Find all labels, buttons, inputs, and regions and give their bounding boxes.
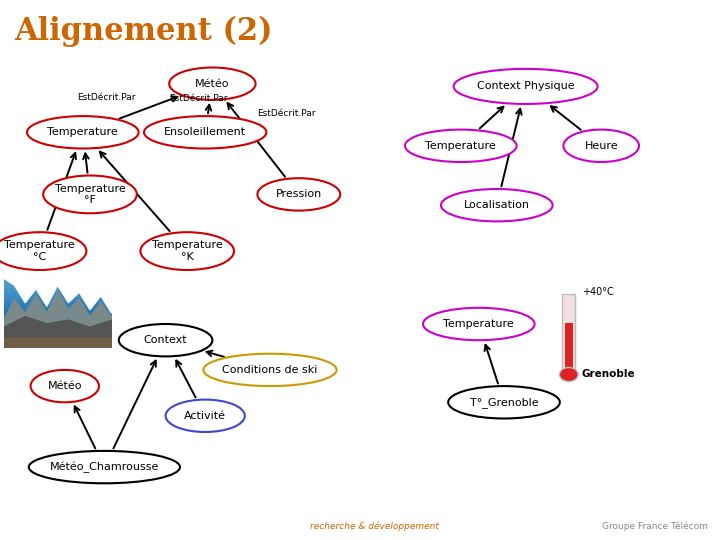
Circle shape [559, 367, 578, 381]
Ellipse shape [441, 189, 552, 221]
Text: Météo: Météo [48, 381, 82, 391]
Text: Grenoble: Grenoble [582, 369, 635, 380]
Ellipse shape [448, 386, 560, 418]
Text: Temperature: Temperature [48, 127, 118, 137]
Text: Temperature
°K: Temperature °K [152, 240, 222, 262]
Polygon shape [4, 292, 112, 348]
Ellipse shape [405, 130, 517, 162]
Text: Temperature
°C: Temperature °C [4, 240, 75, 262]
Text: Activité: Activité [184, 411, 226, 421]
Ellipse shape [144, 116, 266, 148]
Text: EstDécrit.Par: EstDécrit.Par [257, 109, 316, 118]
Text: Localisation: Localisation [464, 200, 530, 210]
Text: Temperature
°F: Temperature °F [55, 184, 125, 205]
Text: recherche & développement: recherche & développement [310, 522, 438, 531]
Polygon shape [4, 338, 112, 348]
Text: Conditions de ski: Conditions de ski [222, 365, 318, 375]
Ellipse shape [454, 69, 598, 104]
Polygon shape [4, 278, 112, 313]
Ellipse shape [140, 232, 234, 270]
Ellipse shape [29, 451, 180, 483]
Ellipse shape [204, 354, 337, 386]
Text: T°_Grenoble: T°_Grenoble [469, 397, 539, 408]
Ellipse shape [166, 400, 245, 432]
Ellipse shape [27, 116, 139, 148]
Text: Temperature: Temperature [444, 319, 514, 329]
Text: Temperature: Temperature [426, 141, 496, 151]
Text: Pression: Pression [276, 190, 322, 199]
Text: EstDécrit.Par: EstDécrit.Par [77, 93, 136, 102]
Text: Context Physique: Context Physique [477, 82, 575, 91]
Text: EstDécrit.Par: EstDécrit.Par [168, 94, 228, 103]
Ellipse shape [258, 178, 340, 211]
Ellipse shape [119, 324, 212, 356]
Polygon shape [4, 316, 112, 348]
Text: Météo_Chamrousse: Météo_Chamrousse [50, 461, 159, 473]
Ellipse shape [563, 130, 639, 162]
Text: Context: Context [144, 335, 187, 345]
Bar [562, 294, 575, 371]
Text: Groupe France Télécom: Groupe France Télécom [602, 522, 708, 531]
Text: +40°C: +40°C [582, 287, 613, 296]
Text: Alignement (2): Alignement (2) [14, 16, 273, 48]
Ellipse shape [423, 308, 534, 340]
Bar [565, 323, 572, 371]
Ellipse shape [0, 232, 86, 270]
Ellipse shape [43, 176, 137, 213]
Ellipse shape [169, 68, 256, 100]
Ellipse shape [30, 370, 99, 402]
Text: Heure: Heure [585, 141, 618, 151]
Text: Météo: Météo [195, 79, 230, 89]
Text: Ensoleillement: Ensoleillement [164, 127, 246, 137]
